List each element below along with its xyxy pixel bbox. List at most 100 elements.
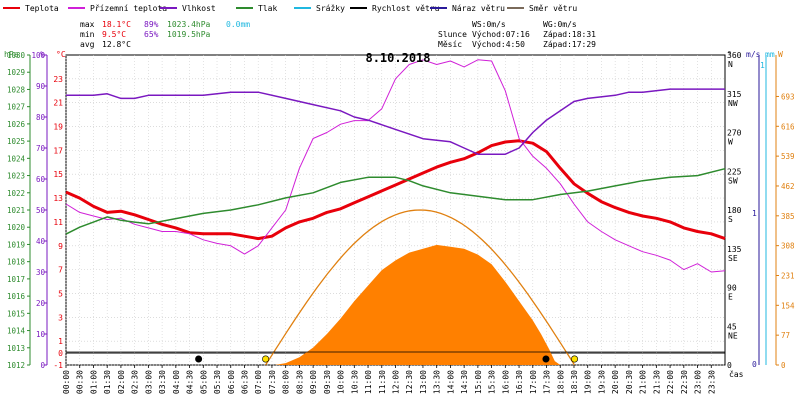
y-tick-hum: 60 — [36, 175, 46, 184]
y-tick-solar: 385 — [781, 212, 795, 221]
series-line — [65, 167, 726, 235]
x-tick-label: 07:30 — [268, 370, 277, 394]
y-tick-press: 1019 — [7, 240, 25, 249]
y-tick-temp: 13 — [53, 194, 63, 203]
stat-min-label: min — [80, 30, 95, 39]
x-tick-label: 19:00 — [584, 370, 593, 394]
y-tick-solar: 539 — [781, 152, 795, 161]
y-tick-hum: 80 — [36, 113, 46, 122]
x-tick-label: 10:00 — [337, 370, 346, 394]
x-tick-label: 05:30 — [213, 370, 222, 394]
y-tick-dir-compass: S — [728, 215, 733, 224]
x-tick-label: 23:30 — [707, 370, 716, 394]
moon-icon — [542, 355, 550, 363]
x-tick-label: 12:00 — [392, 370, 401, 394]
unit-dir: ° — [727, 50, 732, 59]
x-tick-label: 04:30 — [186, 370, 195, 394]
series-layer — [65, 59, 726, 353]
x-tick-label: 02:30 — [131, 370, 140, 394]
y-tick-wind: 1 — [752, 209, 757, 218]
legend-label: Směr větru — [529, 4, 577, 13]
y-tick-press: 1017 — [7, 275, 25, 284]
y-tick-press: 1027 — [7, 103, 25, 112]
x-tick-label: 08:30 — [295, 370, 304, 394]
y-tick-temp: 5 — [58, 289, 63, 298]
y-tick-hum: 70 — [36, 144, 46, 153]
y-tick-press: 1022 — [7, 189, 25, 198]
y-tick-solar: 77 — [781, 331, 790, 340]
moon-icon — [195, 355, 203, 363]
x-tick-label: 15:00 — [474, 370, 483, 394]
series-line — [65, 59, 726, 273]
x-tick-label: 00:30 — [76, 370, 85, 394]
y-tick-press: 1026 — [7, 120, 26, 129]
x-tick-label: 18:30 — [570, 370, 579, 394]
y-tick-press: 1021 — [7, 206, 25, 215]
y-tick-temp: 19 — [53, 123, 63, 132]
legend-label: Rychlost větru — [372, 4, 440, 13]
sun-icon — [262, 355, 270, 363]
unit-wind: m/s — [746, 50, 761, 59]
solar-theoretical-curve — [265, 209, 576, 366]
stat-min-hum: 65% — [144, 30, 159, 39]
y-tick-temp: 21 — [53, 99, 63, 108]
y-tick-solar: 693 — [781, 92, 795, 101]
x-tick-label: 23:00 — [694, 370, 703, 394]
x-tick-label: 12:30 — [405, 370, 414, 394]
stat-max-rain: 0.0mm — [226, 20, 250, 29]
y-tick-wind: 0 — [752, 360, 757, 369]
unit-rain: mm — [765, 50, 775, 59]
y-tick-dir-compass: SW — [728, 176, 738, 185]
x-tick-label: 03:00 — [144, 370, 153, 394]
y-tick-dir: 315 — [727, 90, 742, 99]
x-tick-label: 04:00 — [172, 370, 181, 394]
y-tick-press: 1015 — [7, 309, 25, 318]
y-tick-solar: 462 — [781, 182, 795, 191]
x-tick-label: 21:30 — [652, 370, 661, 394]
y-tick-dir: 45 — [727, 322, 737, 331]
legend-label: Přízemní teplota — [90, 4, 167, 13]
y-tick-dir-compass: N — [728, 60, 733, 69]
y-tick-press: 1013 — [7, 344, 25, 353]
y-tick-solar: 616 — [781, 122, 795, 131]
x-tick-label: 22:30 — [680, 370, 689, 394]
y-tick-dir-compass: NW — [728, 99, 738, 108]
x-tick-label: 20:00 — [611, 370, 620, 394]
x-tick-label: 01:30 — [103, 370, 112, 394]
y-tick-hum: 90 — [36, 82, 46, 91]
y-tick-press: 1028 — [7, 85, 26, 94]
axis-units: hPa % °C ° m/s mm W čas — [4, 50, 783, 379]
info-moon-set: Západ:17:29 — [543, 40, 596, 49]
x-tick-label: 02:00 — [117, 370, 126, 394]
stat-min-press: 1019.5hPa — [167, 30, 211, 39]
y-tick-hum: 10 — [36, 330, 46, 339]
info-sun-rise: Východ:07:16 — [472, 30, 530, 39]
x-tick-label: 06:30 — [240, 370, 249, 394]
info-wg: WG:0m/s — [543, 20, 577, 29]
y-tick-solar: 308 — [781, 242, 795, 251]
x-tick-label: 09:30 — [323, 370, 332, 394]
x-tick-label: 15:30 — [488, 370, 497, 394]
x-tick-label: 20:30 — [625, 370, 634, 394]
legend-label: Tlak — [258, 4, 277, 13]
unit-temp: °C — [56, 50, 66, 59]
y-tick-dir: 270 — [727, 129, 742, 138]
x-tick-label: 01:00 — [89, 370, 98, 394]
y-tick-press: 1024 — [7, 154, 26, 163]
x-tick-label: 13:30 — [433, 370, 442, 394]
y-tick-temp: 11 — [53, 218, 63, 227]
legend-label: Teplota — [25, 4, 59, 13]
chart-title: 8.10.2018 — [365, 51, 430, 65]
y-tick-temp: 23 — [53, 75, 63, 84]
stat-avg-label: avg — [80, 40, 95, 49]
x-tick-label: 17:30 — [543, 370, 552, 394]
x-tick-label: 14:30 — [460, 370, 469, 394]
y-tick-press: 1030 — [7, 51, 26, 60]
y-tick-temp: 15 — [53, 170, 63, 179]
x-tick-label: 05:00 — [199, 370, 208, 394]
y-tick-solar: 231 — [781, 271, 795, 280]
y-tick-dir: 90 — [727, 284, 737, 293]
x-tick-label: 18:00 — [556, 370, 565, 394]
x-tick-label: 11:00 — [364, 370, 373, 394]
